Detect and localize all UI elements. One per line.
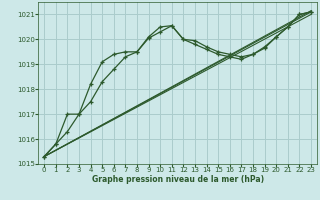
X-axis label: Graphe pression niveau de la mer (hPa): Graphe pression niveau de la mer (hPa) xyxy=(92,175,264,184)
